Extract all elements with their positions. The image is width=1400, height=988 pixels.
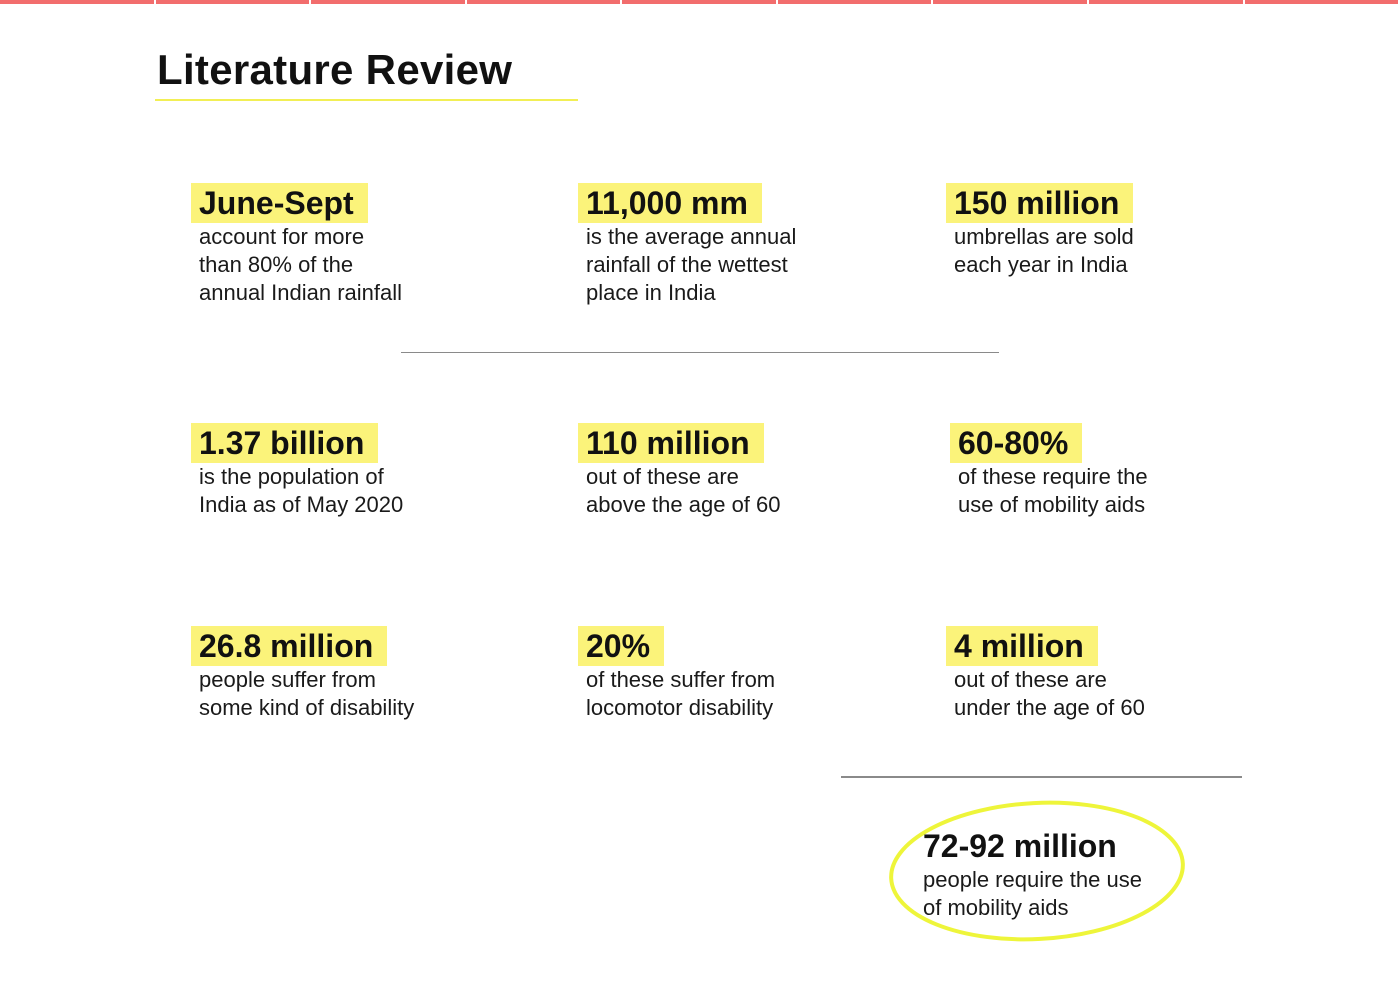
stat-value: 60-80%	[950, 423, 1083, 463]
stat-description: umbrellas are sold each year in India	[954, 224, 1134, 277]
top-bar-segment	[933, 0, 1089, 4]
stat-value: 26.8 million	[191, 626, 388, 666]
stat-value: 20%	[578, 626, 665, 666]
top-bar-segment	[1088, 0, 1245, 4]
stat-population: 1.37 billion is the population of India …	[191, 423, 403, 519]
stat-locomotor-disability: 20% of these suffer from locomotor disab…	[578, 626, 775, 722]
stat-umbrellas-sold: 150 million umbrellas are sold each year…	[946, 183, 1134, 279]
title-underline	[155, 99, 578, 101]
stat-description: is the population of India as of May 202…	[199, 464, 404, 517]
stat-disability: 26.8 million people suffer from some kin…	[191, 626, 414, 722]
top-accent-bar	[0, 0, 1400, 4]
section-divider	[401, 352, 999, 353]
stat-description: people suffer from some kind of disabili…	[199, 667, 415, 720]
stat-description: account for more than 80% of the annual …	[199, 224, 403, 305]
top-bar-segment	[466, 0, 623, 4]
highlight-description: people require the use of mobility aids	[923, 867, 1142, 920]
stat-monsoon-months: June-Sept account for more than 80% of t…	[191, 183, 402, 307]
top-bar-segment	[311, 0, 467, 4]
stat-value: June-Sept	[191, 183, 368, 223]
stat-description: out of these are above the age of 60	[586, 464, 781, 517]
stat-value: 150 million	[946, 183, 1134, 223]
page-title: Literature Review	[157, 46, 513, 93]
stat-description: of these require the use of mobility aid…	[958, 464, 1148, 517]
stat-young-locomotor: 4 million out of these are under the age…	[946, 626, 1145, 722]
stat-total-mobility-aids: 72-92 million people require the use of …	[915, 826, 1142, 922]
stat-value: 1.37 billion	[191, 423, 379, 463]
stat-value: 11,000 mm	[578, 183, 762, 223]
stat-value: 110 million	[578, 423, 764, 463]
stat-description: of these suffer from locomotor disabilit…	[586, 667, 776, 720]
highlight-value: 72-92 million	[923, 828, 1117, 864]
stat-description: is the average annual rainfall of the we…	[586, 224, 797, 305]
top-bar-segment	[0, 0, 156, 4]
top-bar-segment	[622, 0, 778, 4]
total-divider	[841, 776, 1242, 778]
stat-wettest-rainfall: 11,000 mm is the average annual rainfall…	[578, 183, 796, 307]
top-bar-segment	[155, 0, 312, 4]
top-bar-segment	[1244, 0, 1400, 4]
stat-value: 4 million	[946, 626, 1098, 666]
stat-elderly-population: 110 million out of these are above the a…	[578, 423, 781, 519]
highlight-circle	[889, 800, 1185, 942]
stat-elderly-mobility-aids: 60-80% of these require the use of mobil…	[950, 423, 1148, 519]
highlight-circle-stroke	[889, 800, 1185, 942]
top-bar-segment	[777, 0, 934, 4]
stat-description: out of these are under the age of 60	[954, 667, 1145, 720]
